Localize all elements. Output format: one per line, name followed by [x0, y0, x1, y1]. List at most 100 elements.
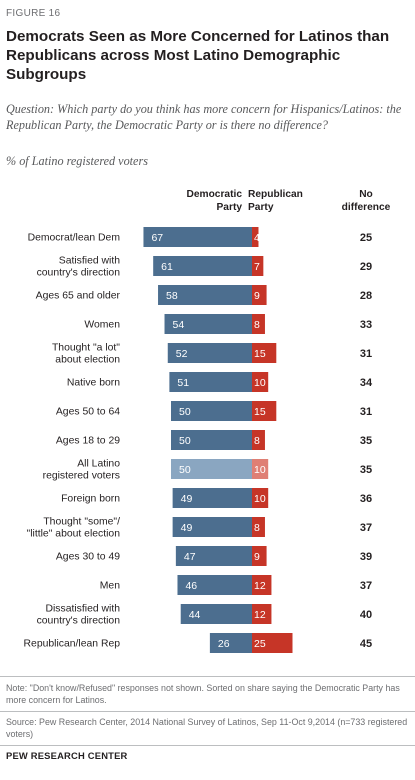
- category-label: Ages 50 to 64: [56, 407, 120, 418]
- category-label: Republican/lean Rep: [24, 639, 121, 650]
- democratic-value-label: 26: [218, 638, 230, 650]
- republican-bar: [252, 575, 272, 595]
- category-label: Democrat/lean Dem: [28, 233, 120, 244]
- democratic-value-label: 51: [177, 377, 189, 389]
- republican-value-label: 8: [254, 522, 260, 534]
- democratic-bar: [177, 575, 252, 595]
- no-difference-value: 45: [360, 638, 372, 650]
- republican-value-label: 9: [254, 551, 260, 563]
- republican-value-label: 8: [254, 319, 260, 331]
- no-difference-value: 37: [360, 580, 372, 592]
- no-difference-value: 35: [360, 464, 372, 476]
- republican-value-label: 8: [254, 435, 260, 447]
- democratic-value-label: 58: [166, 290, 178, 302]
- republican-value-label: 15: [254, 406, 266, 418]
- no-difference-value: 31: [360, 406, 372, 418]
- republican-bar: [252, 372, 269, 392]
- democratic-value-label: 61: [161, 261, 173, 273]
- column-header-no-difference: No difference: [341, 189, 391, 213]
- democratic-bar: [158, 285, 252, 305]
- democratic-bar: [143, 227, 252, 247]
- democratic-value-label: 44: [189, 609, 201, 621]
- democratic-value-label: 67: [151, 232, 163, 244]
- republican-bar: [252, 459, 269, 479]
- democratic-bar: [175, 546, 252, 566]
- democratic-value-label: 49: [181, 493, 193, 505]
- democratic-bar: [171, 401, 252, 421]
- republican-value-label: 12: [254, 609, 266, 621]
- democratic-bar: [171, 459, 252, 479]
- republican-bar: [252, 546, 267, 566]
- republican-value-label: 15: [254, 348, 266, 360]
- democratic-bar: [164, 314, 252, 334]
- republican-bar: [252, 604, 272, 624]
- republican-bar: [252, 227, 259, 247]
- republican-value-label: 12: [254, 580, 266, 592]
- category-label: Women: [84, 320, 120, 331]
- republican-value-label: 25: [254, 638, 266, 650]
- source-divider: [0, 711, 415, 712]
- republican-value-label: 4: [254, 232, 260, 244]
- diverging-bar-chart: Democrat/lean Dem 67 4 25 Satisfied with coun…: [24, 227, 373, 653]
- republican-bar: [252, 488, 269, 508]
- category-label: Native born: [67, 378, 120, 389]
- no-difference-value: 34: [360, 377, 373, 389]
- no-difference-value: 37: [360, 522, 372, 534]
- republican-value-label: 10: [254, 464, 266, 476]
- democratic-bar: [172, 517, 252, 537]
- category-label: Dissatisfied with country's direction: [37, 604, 121, 627]
- democratic-bar: [171, 430, 252, 450]
- republican-bar: [252, 285, 267, 305]
- figure-label: FIGURE 16: [6, 8, 61, 19]
- no-difference-value: 29: [360, 261, 372, 273]
- category-label: All Latino registered voters: [43, 459, 121, 482]
- chart-title: Democrats Seen as More Concerned for Lat…: [6, 28, 390, 83]
- category-label: Satisfied with country's direction: [37, 256, 121, 279]
- no-difference-value: 33: [360, 319, 372, 331]
- republican-bar: [252, 343, 277, 363]
- category-label: Foreign born: [61, 494, 120, 505]
- chart-source: Source: Pew Research Center, 2014 Nation…: [6, 717, 408, 739]
- democratic-bar: [172, 488, 252, 508]
- republican-value-label: 10: [254, 493, 266, 505]
- chart-note: Note: "Don't know/Refused" responses not…: [6, 683, 400, 705]
- no-difference-value: 35: [360, 435, 372, 447]
- no-difference-value: 28: [360, 290, 372, 302]
- democratic-bar: [153, 256, 252, 276]
- category-label: Ages 65 and older: [36, 291, 121, 302]
- category-label: Thought "some"/"little" about election: [27, 517, 121, 540]
- republican-value-label: 9: [254, 290, 260, 302]
- democratic-value-label: 49: [181, 522, 193, 534]
- democratic-value-label: 54: [173, 319, 185, 331]
- footer-divider: [0, 676, 415, 677]
- survey-question: Question: Which party do you think has m…: [6, 102, 402, 132]
- org-divider: [0, 745, 415, 746]
- unit-label: % of Latino registered voters: [6, 154, 148, 168]
- no-difference-value: 40: [360, 609, 372, 621]
- republican-bar: [252, 633, 293, 653]
- column-header-democratic: Democratic Party: [186, 189, 243, 213]
- republican-bar: [252, 430, 265, 450]
- column-header-republican: Republican Party: [248, 189, 303, 213]
- democratic-bar: [167, 343, 252, 363]
- democratic-bar: [169, 372, 252, 392]
- democratic-value-label: 47: [184, 551, 196, 563]
- democratic-value-label: 52: [176, 348, 188, 360]
- republican-bar: [252, 314, 265, 334]
- republican-value-label: 7: [254, 261, 260, 273]
- no-difference-value: 31: [360, 348, 372, 360]
- organization-name: PEW RESEARCH CENTER: [6, 750, 128, 761]
- republican-bar: [252, 401, 277, 421]
- democratic-bar: [209, 633, 252, 653]
- no-difference-value: 39: [360, 551, 372, 563]
- democratic-value-label: 46: [185, 580, 197, 592]
- category-label: Thought "a lot" about election: [52, 343, 120, 366]
- category-label: Ages 18 to 29: [56, 436, 120, 447]
- democratic-value-label: 50: [179, 435, 191, 447]
- republican-value-label: 10: [254, 377, 266, 389]
- category-label: Ages 30 to 49: [56, 552, 120, 563]
- democratic-value-label: 50: [179, 406, 191, 418]
- no-difference-value: 36: [360, 493, 372, 505]
- no-difference-value: 25: [360, 232, 372, 244]
- democratic-bar: [180, 604, 252, 624]
